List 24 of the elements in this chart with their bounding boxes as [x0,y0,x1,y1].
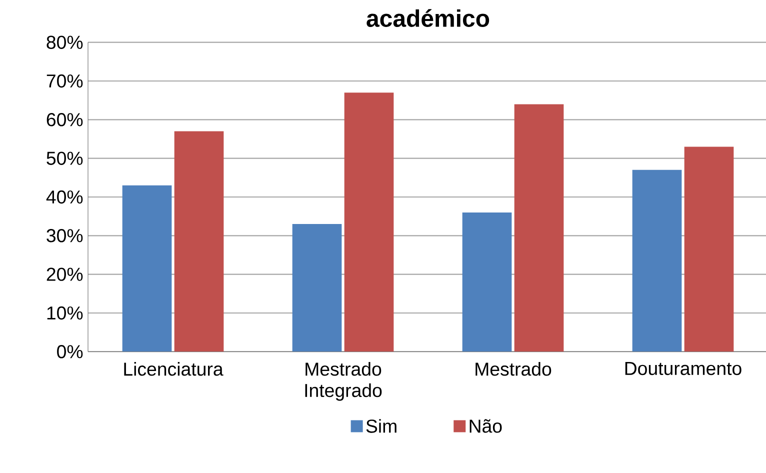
x-tick-label: Mestrado [476,362,552,376]
x-tick-label: Mestrado Integrado [305,362,382,401]
bar [514,104,564,352]
bar [344,92,394,352]
y-tick-label: 60% [46,113,83,126]
bar [174,131,224,352]
bar [462,212,512,352]
bar [684,146,734,352]
bar [292,224,342,352]
legend-label: Não [470,419,502,433]
legend-label: Sim [366,419,396,433]
y-tick-label: 10% [47,306,83,320]
x-tick-label: Douturamento [625,362,742,376]
y-tick-label: 50% [46,152,83,165]
y-tick-label: 40% [46,190,83,204]
y-tick-label: 0% [57,345,83,358]
chart-title: académico [366,9,490,27]
y-tick-label: 20% [46,268,83,281]
bar [632,170,682,352]
y-tick-label: 30% [46,229,83,242]
bar [122,185,172,352]
y-tick-label: 70% [46,74,83,88]
y-tick-label: 80% [46,36,83,49]
x-tick-label: Licenciatura [124,362,224,376]
